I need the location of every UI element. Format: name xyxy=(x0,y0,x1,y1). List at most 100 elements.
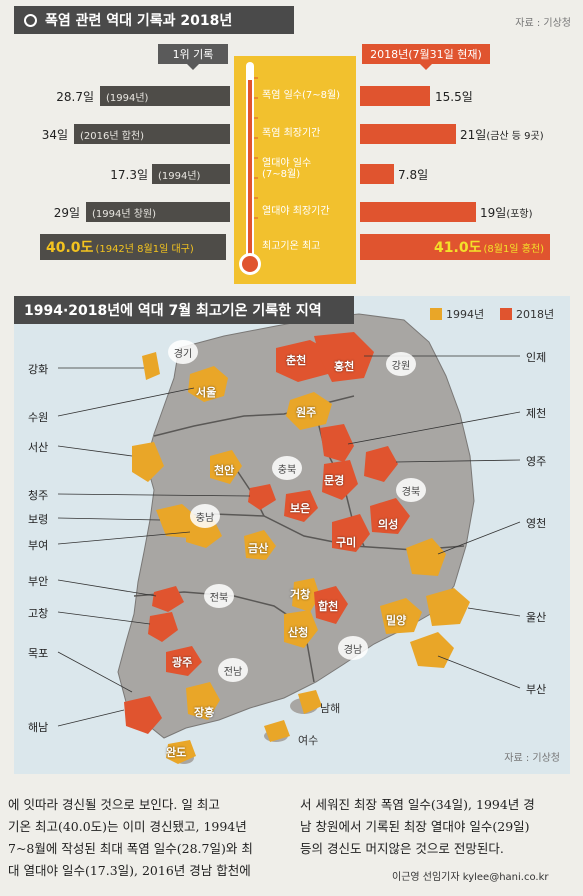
province-label: 경남 xyxy=(338,636,368,660)
value-2018: 19일(포항) xyxy=(480,206,533,220)
city-label: 거창 xyxy=(290,588,311,601)
record-value: 28.7일 xyxy=(56,90,94,104)
city-label: 산청 xyxy=(288,626,309,639)
tag-2018-tail xyxy=(420,64,432,70)
value-2018-bar xyxy=(360,124,456,144)
city-label: 남해 xyxy=(320,702,341,715)
article-column-left: 에 잇따라 경신될 것으로 보인다. 일 최고 기온 최고(40.0도)는 이미… xyxy=(8,794,294,882)
value-2018-highlight: 41.0도 (8월1일 홍천) xyxy=(360,234,550,260)
region-sancheong xyxy=(284,610,318,648)
regions-1994 xyxy=(132,352,470,764)
region-boeun xyxy=(284,490,318,522)
region-label: 영천 xyxy=(526,517,547,530)
value-2018: 21일(금산 등 9곳) xyxy=(460,128,544,142)
region-label: 인제 xyxy=(526,351,547,364)
section1-header: 폭염 관련 역대 기록과 2018년 xyxy=(14,6,294,34)
article-line: 기온 최고(40.0도)는 이미 경신됐고, 1994년 xyxy=(8,819,247,834)
region-label: 보령 xyxy=(28,513,49,526)
article-line: 대 열대야 일수(17.3일), 2016년 경남 합천에 xyxy=(8,863,251,878)
map-frame: 1994·2018년에 역대 7월 최고기온 기록한 지역 1994년 2018… xyxy=(14,296,570,774)
region-mungyeong xyxy=(322,460,358,500)
province-label: 전북 xyxy=(204,584,234,608)
article-line: 에 잇따라 경신될 것으로 보인다. 일 최고 xyxy=(8,797,220,812)
region-geochang xyxy=(292,578,320,612)
section1-title: 폭염 관련 역대 기록과 2018년 xyxy=(45,13,233,29)
value-2018-bar xyxy=(360,164,394,184)
section2-source: 자료 : 기상청 xyxy=(504,753,560,764)
record-detail: (1994년) xyxy=(158,170,201,182)
city-label: 천안 xyxy=(214,464,235,477)
province-label: 경기 xyxy=(168,340,198,364)
section2-title: 1994·2018년에 역대 7월 최고기온 기록한 지역 xyxy=(24,303,322,319)
region-jecheon xyxy=(320,424,354,462)
record-detail: (2016년 합천) xyxy=(80,130,145,142)
tag-record: 1위 기록 xyxy=(158,44,228,64)
section1-source: 자료 : 기상청 xyxy=(515,18,571,29)
region-label: 수원 xyxy=(28,411,49,424)
region-label: 해남 xyxy=(28,721,49,734)
category-label: 폭염 최장기간 xyxy=(262,128,321,139)
record-detail: (1994년 창원) xyxy=(92,208,157,220)
thermometer-icon xyxy=(239,62,261,275)
region-wando xyxy=(166,740,196,764)
region-label: 부여 xyxy=(28,539,49,552)
region-uiseong xyxy=(370,498,410,534)
region-gwangju xyxy=(166,646,202,676)
city-label: 구미 xyxy=(336,536,357,549)
record-bar: (2016년 합천) xyxy=(74,124,230,144)
category-label: 열대야 최장기간 xyxy=(262,206,330,217)
korea-map xyxy=(57,313,521,764)
region-label: 울산 xyxy=(526,611,547,624)
record-value: 29일 xyxy=(53,206,80,220)
regions-2018 xyxy=(124,332,410,734)
region-wonju xyxy=(286,392,332,430)
record-bar: (1994년) xyxy=(100,86,230,106)
record-highlight: 40.0도 (1942년 8월1일 대구) xyxy=(40,234,226,260)
region-namhae xyxy=(298,690,322,714)
region-label: 목포 xyxy=(28,647,49,660)
city-label: 문경 xyxy=(324,474,345,487)
region-label: 제천 xyxy=(526,407,547,420)
province-label: 충남 xyxy=(190,504,220,528)
article-line: 7~8월에 작성된 최대 폭염 일수(28.7일)와 최 xyxy=(8,841,253,856)
tag-record-tail xyxy=(187,64,199,70)
value-2018-bar xyxy=(360,86,430,106)
ring-icon xyxy=(24,13,37,27)
region-label: 청주 xyxy=(28,489,49,502)
region-label: 강화 xyxy=(28,363,49,376)
category-label: 열대야 일수 (7~8월) xyxy=(262,158,312,180)
region-label: 부안 xyxy=(28,575,49,588)
region-seosan xyxy=(132,442,164,482)
region-yeongju xyxy=(364,446,398,482)
value-2018: 7.8일 xyxy=(398,168,429,182)
record-detail: (1994년) xyxy=(106,92,149,104)
legend-1994: 1994년 xyxy=(430,306,484,322)
region-label: 서산 xyxy=(28,441,49,454)
region-buan xyxy=(152,586,184,612)
region-yeosu xyxy=(264,720,290,742)
region-hongcheon xyxy=(314,332,374,382)
province-label: 강원 xyxy=(386,352,416,376)
city-label: 서울 xyxy=(196,386,217,399)
region-haenam xyxy=(124,696,162,734)
legend-swatch-2018 xyxy=(500,308,512,320)
city-label: 장흥 xyxy=(194,706,215,719)
region-hapcheon xyxy=(314,586,348,624)
region-buyeo xyxy=(186,520,222,548)
city-label: 원주 xyxy=(296,406,317,419)
byline: 이근영 선임기자 kylee@hani.co.kr xyxy=(392,872,549,883)
value-2018: 15.5일 xyxy=(435,90,473,104)
leader-lines xyxy=(57,355,521,727)
article-line: 남 창원에서 기록된 최장 열대야 일수(29일) xyxy=(300,819,530,834)
region-ganghwa xyxy=(142,352,160,380)
city-label: 광주 xyxy=(172,656,193,669)
value-2018-bar xyxy=(360,202,476,222)
region-jangheung xyxy=(186,682,220,720)
region-miryang xyxy=(380,598,422,634)
region-gumi xyxy=(332,514,370,552)
city-label: 합천 xyxy=(318,600,339,613)
province-label: 경북 xyxy=(396,478,426,502)
city-label: 밀양 xyxy=(386,614,407,627)
city-label: 금산 xyxy=(248,542,269,555)
region-label: 고창 xyxy=(28,607,49,620)
